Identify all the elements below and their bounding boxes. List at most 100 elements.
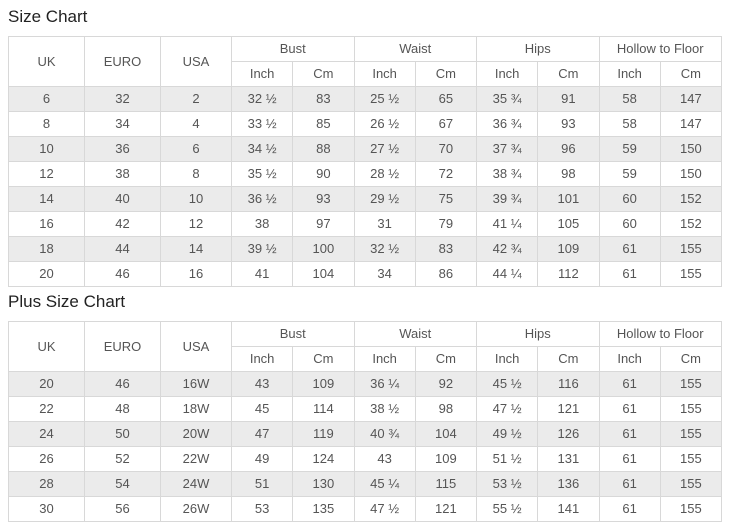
cell: 67 [414, 111, 478, 137]
cell: 109 [414, 446, 478, 472]
plus-size-chart-table: UK EURO USA Bust Waist Hips Hollow to Floor Inc… [8, 321, 723, 522]
unit-column-header: Cm [537, 346, 600, 372]
cell: 16W [160, 371, 232, 397]
unit-column-header: Cm [537, 61, 600, 87]
cell: 91 [537, 86, 600, 112]
cell: 88 [292, 136, 355, 162]
cell: 61 [598, 446, 661, 472]
cell: 43 [230, 371, 294, 397]
measure-group-header: Bust [231, 36, 355, 62]
cell: 130 [292, 471, 355, 497]
cell: 98 [537, 161, 600, 187]
cell: 51 [230, 471, 294, 497]
cell: 6 [160, 136, 232, 162]
unit-column-header: Cm [659, 346, 723, 372]
size-column-header: USA [160, 321, 232, 372]
cell: 41 [230, 261, 294, 287]
size-chart-title: Size Chart [8, 7, 88, 26]
cell: 10 [8, 136, 85, 162]
cell: 155 [659, 421, 723, 447]
unit-column-header: Inch [598, 61, 661, 87]
cell: 40 [84, 186, 161, 212]
cell: 30 [8, 496, 85, 522]
measure-group-header: Hollow to Floor [598, 36, 722, 62]
cell: 41 ¼ [475, 211, 539, 237]
cell: 58 [598, 86, 661, 112]
cell: 16 [160, 261, 232, 287]
unit-column-header: Inch [353, 346, 416, 372]
cell: 8 [8, 111, 85, 137]
cell: 28 [8, 471, 85, 497]
cell: 51 ½ [475, 446, 539, 472]
cell: 47 [230, 421, 294, 447]
cell: 33 ½ [230, 111, 294, 137]
cell: 31 [353, 211, 416, 237]
header-row-groups: UK EURO USA Bust Waist Hips Hollow to Floor [8, 321, 722, 372]
unit-column-header: Inch [230, 346, 294, 372]
cell: 75 [414, 186, 478, 212]
cell: 35 ¾ [475, 86, 539, 112]
table-row: 18 44 14 39 ½ 100 32 ½ 83 42 ¾ 109 61 155 [8, 236, 723, 262]
unit-column-header: Inch [475, 346, 539, 372]
cell: 42 ¾ [475, 236, 539, 262]
cell: 54 [84, 471, 161, 497]
cell: 135 [292, 496, 355, 522]
cell: 61 [598, 471, 661, 497]
header-row-units: Inch Cm Inch Cm Inch Cm Inch Cm [9, 61, 723, 87]
size-chart-section: Size Chart UK EURO USA Bust Waist Hips Hollow … [8, 7, 723, 287]
cell: 155 [659, 446, 723, 472]
cell: 45 ¼ [353, 471, 416, 497]
table-row: 8 34 4 33 ½ 85 26 ½ 67 36 ¾ 93 58 147 [8, 111, 723, 137]
cell: 18 [8, 236, 85, 262]
unit-column-header: Cm [292, 61, 355, 87]
cell: 37 ¾ [475, 136, 539, 162]
cell: 96 [537, 136, 600, 162]
unit-column-header: Inch [353, 61, 416, 87]
cell: 152 [659, 186, 723, 212]
cell: 45 [230, 396, 294, 422]
cell: 93 [537, 111, 600, 137]
cell: 90 [292, 161, 355, 187]
cell: 39 ¾ [475, 186, 539, 212]
cell: 136 [537, 471, 600, 497]
plus-size-chart-section: Plus Size Chart UK EURO USA Bust Waist Hips Ho… [8, 292, 723, 522]
measure-group-header: Waist [353, 321, 477, 347]
cell: 25 ½ [353, 86, 416, 112]
size-column-header: UK [8, 36, 85, 87]
size-column-header: EURO [84, 321, 161, 372]
cell: 131 [537, 446, 600, 472]
cell: 61 [598, 396, 661, 422]
cell: 10 [160, 186, 232, 212]
cell: 12 [8, 161, 85, 187]
cell: 46 [84, 261, 161, 287]
unit-column-header: Cm [292, 346, 355, 372]
cell: 20 [8, 371, 85, 397]
cell: 32 [84, 86, 161, 112]
cell: 49 [230, 446, 294, 472]
header-row-units: Inch Cm Inch Cm Inch Cm Inch Cm [9, 346, 723, 372]
cell: 60 [598, 186, 661, 212]
cell: 49 ½ [475, 421, 539, 447]
cell: 2 [160, 86, 232, 112]
table-row: 16 42 12 38 97 31 79 41 ¼ 105 60 152 [8, 211, 723, 237]
cell: 147 [659, 111, 723, 137]
cell: 109 [537, 236, 600, 262]
cell: 50 [84, 421, 161, 447]
table-row: 28 54 24W 51 130 45 ¼ 115 53 ½ 136 61 155 [8, 471, 723, 497]
cell: 104 [292, 261, 355, 287]
size-column-header: UK [8, 321, 85, 372]
cell: 121 [537, 396, 600, 422]
cell: 61 [598, 371, 661, 397]
cell: 36 ¾ [475, 111, 539, 137]
cell: 38 ¾ [475, 161, 539, 187]
cell: 16 [8, 211, 85, 237]
size-column-header: USA [160, 36, 232, 87]
cell: 20W [160, 421, 232, 447]
cell: 52 [84, 446, 161, 472]
cell: 98 [414, 396, 478, 422]
measure-group-header: Hips [476, 321, 600, 347]
cell: 109 [292, 371, 355, 397]
cell: 83 [414, 236, 478, 262]
table-row: 6 32 2 32 ½ 83 25 ½ 65 35 ¾ 91 58 147 [8, 86, 723, 112]
